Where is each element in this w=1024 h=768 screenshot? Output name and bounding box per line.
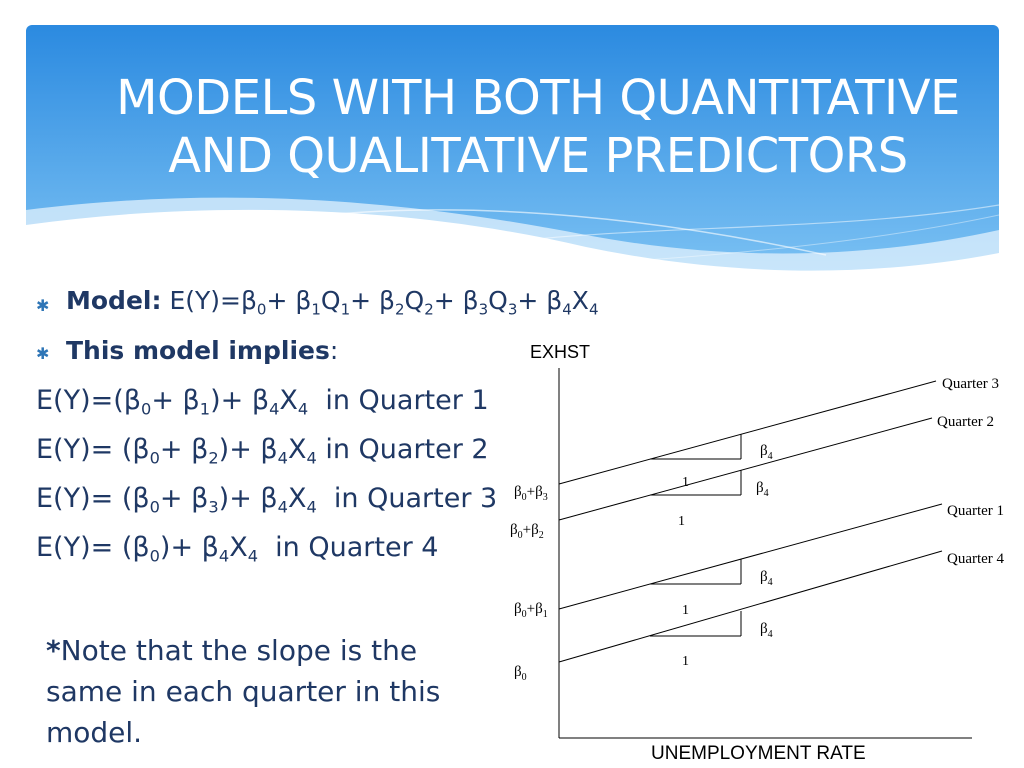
implies-label: This model implies — [66, 336, 330, 365]
slope-label: β4 — [760, 621, 773, 640]
bullet-icon: ✱ — [36, 296, 50, 315]
x-axis-label: UNEMPLOYMENT RATE — [651, 743, 866, 764]
slope-label: β4 — [760, 443, 773, 462]
label-quarter-2: Quarter 2 — [937, 414, 994, 430]
run-label: 1 — [678, 514, 685, 529]
line-quarter-3 — [558, 380, 937, 485]
model-label: Model: — [66, 286, 162, 315]
bullet-icon: ✱ — [36, 344, 50, 363]
equation-quarter-2: E(Y)= (β0+ β2)+ β4X4 in Quarter 2 — [36, 434, 489, 468]
title-line-2: AND QUALITATIVE PREDICTORS — [168, 128, 908, 184]
equation-quarter-1: E(Y)=(β0+ β1)+ β4X4 in Quarter 1 — [36, 385, 489, 419]
intercept-label-q3: β0+β3 — [514, 484, 548, 503]
bullet-implies: This model implies: — [66, 336, 338, 365]
implies-colon: : — [329, 336, 339, 365]
intercept-label-q2: β0+β2 — [510, 522, 544, 541]
intercept-label-q1: β0+β1 — [514, 601, 548, 620]
slope-label: β4 — [756, 480, 769, 499]
note-text: Note that the slope is the same in each … — [46, 634, 441, 749]
label-quarter-3: Quarter 3 — [942, 376, 999, 392]
title-banner: MODELS WITH BOTH QUANTITATIVE AND QUALIT… — [26, 25, 999, 285]
banner-wave-graphic — [26, 25, 999, 285]
line-quarter-1 — [558, 503, 943, 610]
equation-quarter-3: E(Y)= (β0+ β3)+ β4X4 in Quarter 3 — [36, 483, 498, 517]
run-label: 1 — [682, 603, 689, 618]
page-title: MODELS WITH BOTH QUANTITATIVE AND QUALIT… — [26, 69, 999, 185]
slope-triangles — [650, 434, 742, 637]
equation-quarter-4: E(Y)= (β0)+ β4X4 in Quarter 4 — [36, 532, 439, 566]
line-quarter-2 — [558, 417, 933, 521]
label-quarter-4: Quarter 4 — [947, 551, 1005, 567]
bullet-model: Model: E(Y)=β0+ β1Q1+ β2Q2+ β3Q3+ β4X4 — [66, 286, 599, 319]
run-label: 1 — [682, 654, 689, 669]
line-quarter-4 — [558, 550, 943, 663]
intercept-label-q4: β0 — [514, 664, 527, 683]
y-axis-label: EXHST — [530, 342, 590, 362]
slope-note: *Note that the slope is the same in each… — [46, 630, 466, 753]
model-equation: E(Y)=β0+ β1Q1+ β2Q2+ β3Q3+ β4X4 — [169, 286, 599, 319]
label-quarter-1: Quarter 1 — [947, 503, 1004, 519]
slope-label: β4 — [760, 569, 773, 588]
title-line-1: MODELS WITH BOTH QUANTITATIVE — [116, 70, 960, 126]
run-label: 1 — [682, 475, 689, 490]
note-star: * — [46, 634, 61, 667]
